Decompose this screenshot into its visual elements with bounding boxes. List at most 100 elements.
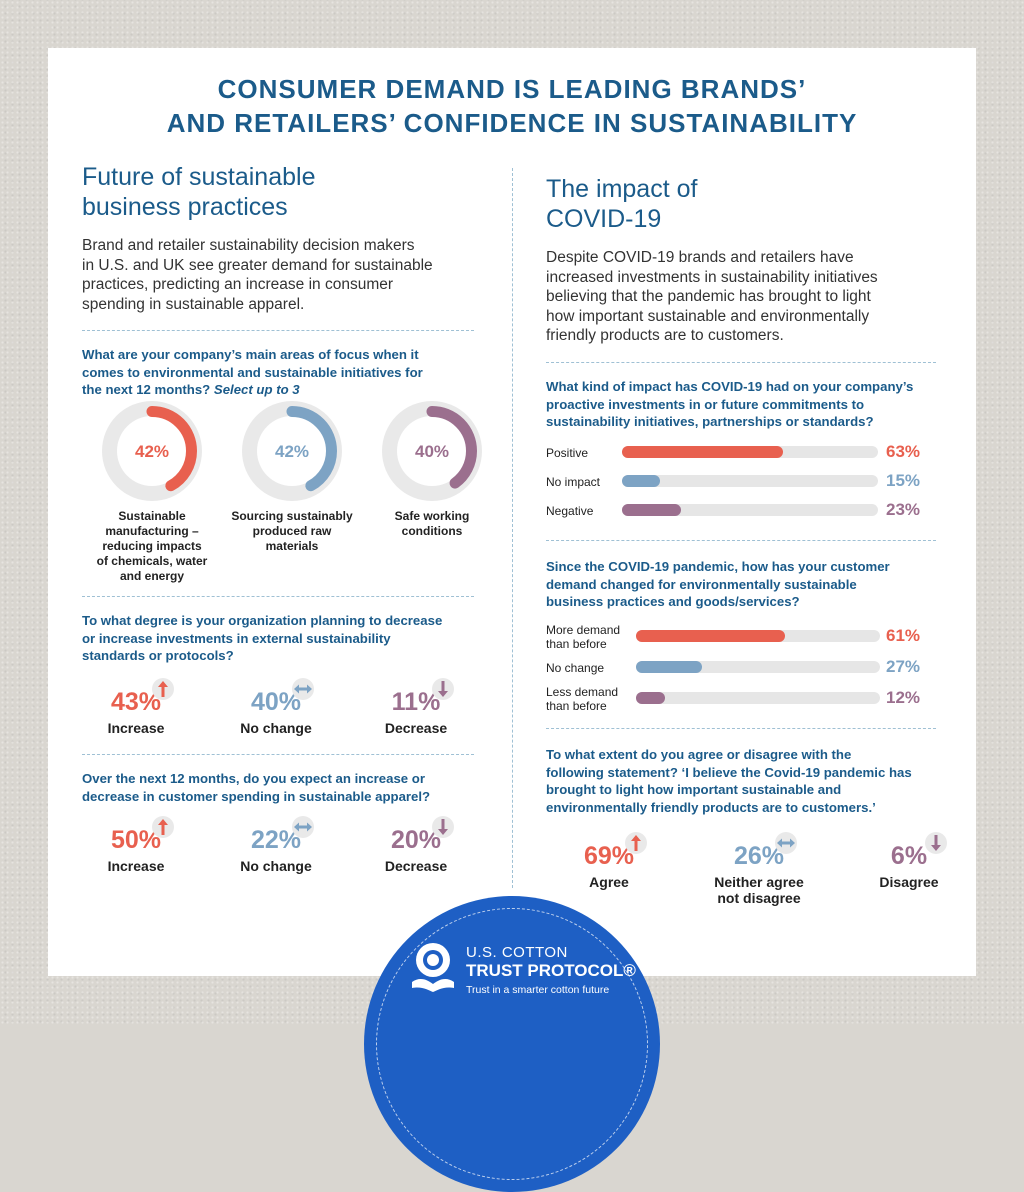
divider xyxy=(82,330,474,331)
arrow-up-icon xyxy=(152,816,174,838)
bar-fill xyxy=(622,475,661,487)
stat-label-line: Agree xyxy=(589,874,629,890)
stat-label-line: Neither agree xyxy=(714,874,804,890)
ring-category-line: and energy xyxy=(119,569,185,583)
bar-category-line: than before xyxy=(546,699,607,713)
arrow-path xyxy=(931,835,941,851)
arrow-path xyxy=(158,681,168,697)
ring-category-label: Sourcing sustainably produced raw material… xyxy=(222,509,362,554)
stat-label-line: Decrease xyxy=(384,858,448,874)
arrow-svg xyxy=(294,822,312,832)
arrow-svg xyxy=(294,684,312,694)
question-focus-areas: What are your company’s main areas of fo… xyxy=(82,347,423,397)
ring-arc xyxy=(247,406,337,496)
arrow-svg xyxy=(438,681,448,697)
ring-category-line: Sourcing sustainably xyxy=(231,509,353,523)
divider xyxy=(82,754,474,755)
bar-value-label: 63% xyxy=(886,442,921,461)
arrow-left-right-icon xyxy=(292,678,314,700)
infographic-card: CONSUMER DEMAND IS LEADING BRANDS’ AND R… xyxy=(48,48,976,976)
ring-inner xyxy=(117,416,187,486)
arrow-up-icon xyxy=(625,832,647,854)
ring-category-line: materials xyxy=(265,539,319,553)
arrow-left-right-icon xyxy=(775,832,797,854)
bar-category-line: No impact xyxy=(546,475,601,489)
bar-track xyxy=(636,630,880,642)
divider xyxy=(546,540,936,541)
stat-value: 6% xyxy=(890,842,928,870)
bar-category-line: Less demand xyxy=(546,685,619,699)
ring-inner xyxy=(397,416,467,486)
bar-fill xyxy=(622,504,681,516)
ring-category-line: of chemicals, water xyxy=(96,554,208,568)
stat-label-line: Increase xyxy=(107,720,165,736)
arrow-svg xyxy=(931,835,941,851)
stat-label-line: Increase xyxy=(107,858,165,874)
ring-category-label: Sustainable manufacturing – reducing impac… xyxy=(82,509,222,584)
bar-fill xyxy=(636,692,666,704)
arrow-down-icon xyxy=(925,832,947,854)
arrow-svg xyxy=(438,819,448,835)
arrow-path xyxy=(294,684,312,694)
ring-chart-item: 42% xyxy=(92,391,212,511)
ring-svg: 42% xyxy=(242,401,342,501)
left-intro: Brand and retailer sustainability decisi… xyxy=(82,237,433,313)
ring-arc xyxy=(107,406,197,496)
arrow-path xyxy=(631,835,641,851)
arrow-left-right-icon xyxy=(292,816,314,838)
bar-category-label: Less demand than before xyxy=(546,685,636,713)
bar-value-label: 23% xyxy=(886,500,921,519)
bar-category-label: More demand than before xyxy=(546,623,636,651)
footer-logo-text: U.S. COTTON TRUST PROTOCOL® Trust in a s… xyxy=(466,944,636,996)
ring-category-line: manufacturing – xyxy=(105,524,199,538)
left-section-title: Future of sustainable business practices xyxy=(82,163,316,221)
bar-category-line: No change xyxy=(546,661,605,675)
ring-category-line: produced raw xyxy=(252,524,332,538)
cotton-hand-icon xyxy=(412,943,454,992)
question-agreement: To what extent do you agree or disagree … xyxy=(546,747,912,815)
bar-category-label: Negative xyxy=(546,504,636,518)
stat-label: Decrease xyxy=(341,720,491,736)
bar-fill xyxy=(636,630,785,642)
bar-track xyxy=(622,475,878,487)
divider xyxy=(546,362,936,363)
stat-label: No change xyxy=(201,720,351,736)
arrow-svg xyxy=(631,835,641,851)
ring-category-line: conditions xyxy=(401,524,463,538)
divider xyxy=(546,728,936,729)
bar-category-line: than before xyxy=(546,637,607,651)
bar-track xyxy=(622,446,878,458)
stat-label-line: Decrease xyxy=(384,720,448,736)
arrow-path xyxy=(777,838,795,848)
bar-fill xyxy=(636,661,702,673)
question-customer-demand: Since the COVID-19 pandemic, how has you… xyxy=(546,559,890,609)
arrow-up-icon xyxy=(152,678,174,700)
bar-category-line: Positive xyxy=(546,446,589,460)
stat-label-line: No change xyxy=(240,858,312,874)
ring-value-label: 40% xyxy=(415,442,449,461)
bar-category-label: No impact xyxy=(546,475,636,489)
main-title: CONSUMER DEMAND IS LEADING BRANDS’ AND R… xyxy=(166,74,858,138)
ring-value-label: 42% xyxy=(275,442,309,461)
stat-label: Decrease xyxy=(341,858,491,874)
bar-category-label: No change xyxy=(546,661,636,675)
bar-value-label: 12% xyxy=(886,688,921,707)
arrow-path xyxy=(438,819,448,835)
stat-label: Disagree xyxy=(834,874,984,890)
bar-fill xyxy=(622,446,784,458)
stat-label: Increase xyxy=(61,858,211,874)
ring-svg: 40% xyxy=(382,401,482,501)
stat-label: Increase xyxy=(61,720,211,736)
stat-label: Agree xyxy=(534,874,684,890)
bar-category-line: More demand xyxy=(546,623,621,637)
arrow-down-icon xyxy=(432,816,454,838)
bar-category-label: Positive xyxy=(546,446,636,460)
question-investments: To what degree is your organization plan… xyxy=(82,613,443,663)
right-section-title: The impact of COVID-19 xyxy=(546,175,698,233)
column-divider xyxy=(512,168,513,888)
arrow-svg xyxy=(158,819,168,835)
bar-value-label: 61% xyxy=(886,626,921,645)
stat-label-line: not disagree xyxy=(717,890,801,906)
arrow-svg xyxy=(777,838,795,848)
arrow-path xyxy=(294,822,312,832)
